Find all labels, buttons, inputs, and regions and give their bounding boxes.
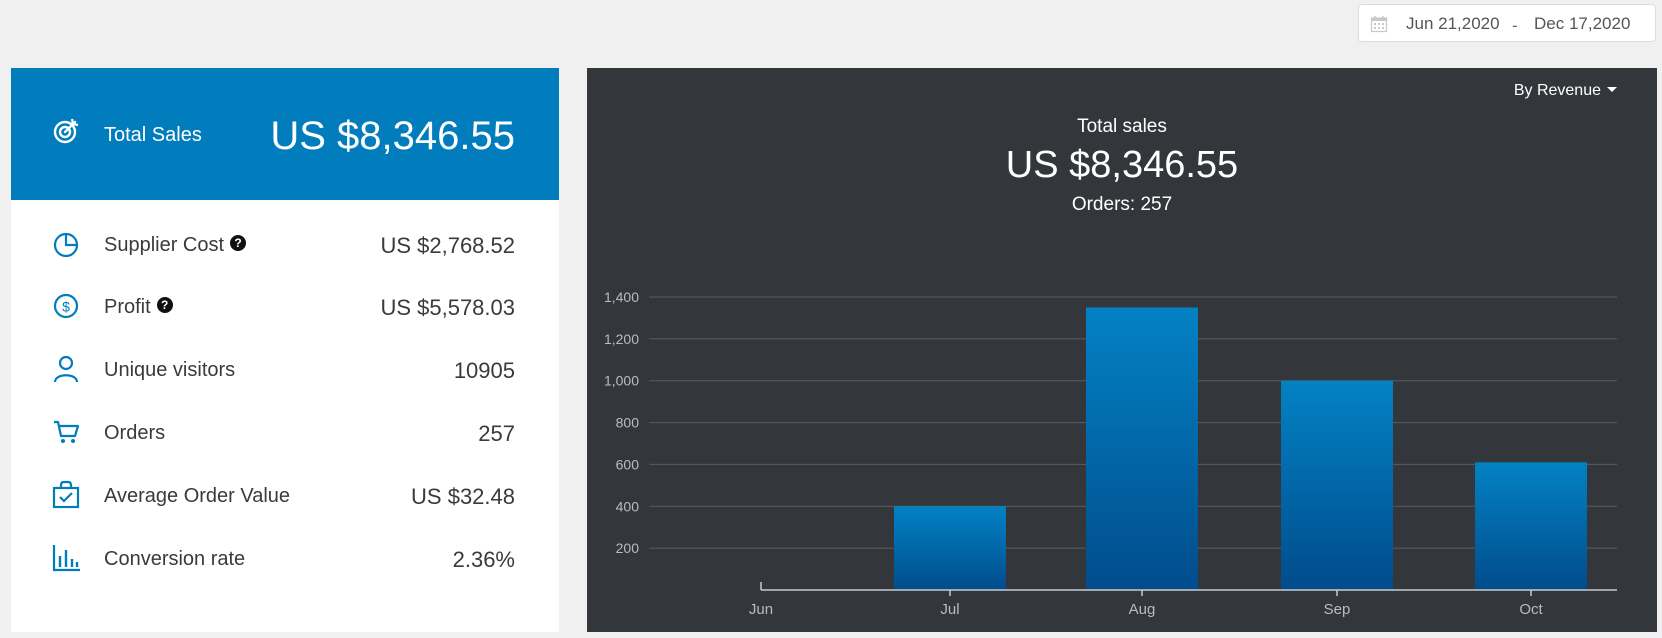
sales-summary-panel: Total Sales US $8,346.55 Supplier Cost? … — [11, 68, 559, 632]
y-tick-label: 1,400 — [604, 289, 639, 305]
calendar-icon — [1370, 16, 1388, 33]
chart-orders-count: Orders: 257 — [1071, 194, 1173, 215]
pie-chart-icon — [53, 232, 79, 258]
x-tick-label: Aug — [1129, 601, 1156, 618]
dropdown-label: By Revenue — [1513, 82, 1601, 99]
metric-unique-visitors: Unique visitors 10905 — [11, 349, 559, 389]
metric-label: Conversion rate — [104, 548, 246, 570]
bar-oct[interactable] — [1475, 462, 1587, 590]
help-icon[interactable]: ? — [230, 235, 247, 251]
metric-label: Average Order Value — [104, 485, 291, 507]
metric-label: Unique visitors — [104, 359, 236, 381]
chart-heading: Total sales — [1077, 116, 1167, 137]
metric-label: Orders — [104, 422, 166, 444]
date-separator: - — [1512, 16, 1518, 35]
metric-profit: $ Profit? US $5,578.03 — [11, 286, 559, 326]
by-revenue-dropdown[interactable]: By Revenue — [1514, 82, 1617, 100]
metric-conversion-rate: Conversion rate 2.36% — [11, 538, 559, 578]
metric-value: 10905 — [453, 358, 515, 383]
metric-average-order-value: Average Order Value US $32.48 — [11, 475, 559, 515]
x-tick-label: Sep — [1324, 601, 1351, 618]
metric-supplier-cost: Supplier Cost? US $2,768.52 — [11, 224, 559, 264]
sales-chart-panel: By Revenue Total sales US $8,346.55 Orde… — [587, 68, 1657, 632]
user-icon — [53, 355, 79, 383]
help-icon[interactable]: ? — [156, 297, 173, 313]
target-icon — [53, 118, 79, 144]
svg-text:$: $ — [62, 299, 70, 315]
revenue-bar-chart: 200 400 600 800 1,000 1,200 1,400 Jun Jul Aug Sep… — [604, 289, 1617, 618]
bar-aug[interactable] — [1086, 307, 1198, 590]
bar-chart-icon — [52, 545, 80, 572]
y-tick-label: 800 — [616, 415, 640, 431]
total-sales-value: US $8,346.55 — [270, 114, 515, 158]
y-tick-label: 600 — [616, 456, 640, 472]
metric-value: 257 — [478, 421, 515, 446]
metric-label: Supplier Cost? — [104, 234, 247, 257]
date-range-picker[interactable]: Jun 21,2020 - Dec 17,2020 — [1358, 4, 1656, 42]
caret-down-icon — [1607, 87, 1617, 92]
metric-value: US $5,578.03 — [380, 295, 515, 320]
y-tick-label: 1,000 — [604, 373, 639, 389]
bag-check-icon — [52, 480, 80, 509]
metric-value: 2.36% — [452, 547, 515, 572]
dollar-circle-icon: $ — [53, 293, 79, 319]
date-end[interactable]: Dec 17,2020 — [1534, 14, 1631, 33]
total-sales-header: Total Sales US $8,346.55 — [11, 68, 559, 200]
cart-icon — [54, 420, 80, 443]
x-tick-label: Oct — [1519, 601, 1543, 618]
bar-jul[interactable] — [894, 506, 1006, 590]
metric-label: Profit? — [104, 296, 173, 319]
metric-value: US $32.48 — [411, 484, 515, 509]
x-tick-label: Jul — [940, 601, 959, 618]
y-tick-label: 400 — [616, 498, 640, 514]
metric-orders: Orders 257 — [11, 412, 559, 452]
chart-total-value: US $8,346.55 — [1005, 144, 1239, 186]
bar-sep[interactable] — [1281, 380, 1393, 590]
y-tick-label: 200 — [616, 540, 640, 556]
x-tick-label: Jun — [749, 601, 773, 618]
metric-value: US $2,768.52 — [380, 233, 515, 258]
y-tick-label: 1,200 — [604, 331, 639, 347]
date-start[interactable]: Jun 21,2020 — [1406, 14, 1500, 33]
total-sales-label: Total Sales — [104, 124, 202, 146]
